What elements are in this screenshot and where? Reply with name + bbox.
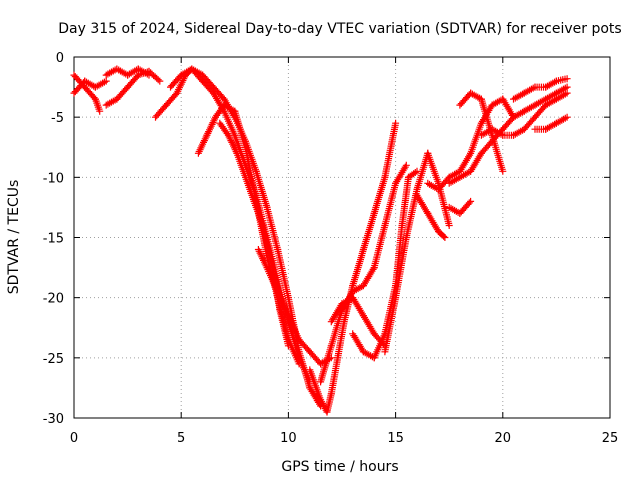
data-point [203, 113, 219, 139]
axis-ticks: 0 5 10 15 20 25 0 -5 -10 -15 -20 -25 -30 [43, 51, 619, 446]
data-point [381, 294, 400, 356]
chart-title: Day 315 of 2024, Sidereal Day-to-day VTE… [58, 21, 621, 37]
series-arc-22 [477, 89, 571, 139]
series-arc-19 [445, 197, 475, 217]
data-point [381, 179, 400, 229]
data-point [113, 65, 132, 79]
data-point [435, 228, 449, 241]
series-arc-17 [424, 95, 517, 193]
data-point [173, 71, 189, 97]
data-point [424, 149, 442, 187]
data-point [276, 306, 292, 350]
data-point [467, 119, 485, 157]
series-arc-23 [531, 113, 571, 133]
series-arc-10 [254, 246, 335, 368]
data-point [413, 191, 432, 217]
data-point [250, 197, 267, 229]
data-point [274, 246, 292, 302]
series-arc-7 [188, 65, 314, 386]
grid [74, 57, 610, 418]
data-point [370, 222, 389, 272]
series-arc-21 [510, 75, 571, 103]
data-point [552, 83, 571, 97]
data-series [70, 65, 571, 416]
x-tick-label: 0 [70, 431, 78, 446]
data-point [359, 264, 378, 290]
data-point [306, 366, 325, 404]
data-point [224, 131, 241, 157]
series-arc-4 [102, 65, 153, 79]
series-arc-3 [102, 67, 164, 109]
data-point [349, 246, 367, 290]
y-tick-label: -10 [43, 171, 64, 186]
data-point [231, 131, 249, 169]
data-point [552, 75, 571, 85]
data-point [370, 330, 389, 362]
data-point [456, 197, 475, 217]
data-point [359, 209, 378, 253]
data-point [102, 65, 121, 79]
data-point [349, 330, 367, 356]
x-tick-label: 20 [495, 431, 512, 446]
series-arc-2 [70, 77, 110, 97]
data-point [398, 173, 412, 229]
data-point [233, 149, 249, 181]
x-tick-label: 5 [177, 431, 185, 446]
series-arc-15 [381, 149, 453, 356]
y-tick-label: -5 [51, 111, 64, 126]
data-point [405, 167, 421, 181]
data-point [231, 107, 249, 151]
data-point [392, 234, 410, 302]
series-arc-1 [70, 71, 104, 115]
data-point [488, 131, 507, 175]
data-point [306, 384, 325, 410]
data-point [467, 149, 485, 175]
data-point [134, 65, 153, 79]
data-point [220, 107, 239, 139]
y-tick-label: -15 [43, 232, 64, 247]
y-tick-label: -30 [43, 412, 64, 427]
data-point [381, 119, 400, 181]
data-point [392, 161, 410, 187]
y-tick-label: 0 [56, 51, 64, 66]
data-point [392, 222, 406, 290]
series-arc-11 [306, 119, 400, 416]
data-point [145, 67, 164, 85]
data-point [263, 203, 282, 253]
data-point [327, 306, 346, 350]
data-point [349, 294, 367, 320]
data-point [424, 209, 442, 235]
data-point [263, 234, 282, 284]
series-arc-16 [413, 191, 449, 241]
x-tick-label: 15 [387, 431, 404, 446]
data-point [194, 131, 211, 157]
y-axis-label: SDTVAR / TECUs [6, 180, 22, 295]
data-point [242, 173, 258, 205]
data-point [91, 77, 110, 91]
data-point [552, 113, 571, 127]
series-arc-9 [216, 119, 292, 350]
data-point [370, 173, 389, 217]
data-point [402, 185, 421, 241]
data-point [359, 312, 378, 338]
data-point [317, 342, 335, 386]
data-point [263, 264, 282, 296]
x-tick-label: 25 [602, 431, 619, 446]
data-point [252, 167, 271, 211]
data-point [284, 312, 303, 344]
series-arc-12 [317, 161, 410, 386]
data-point [456, 89, 475, 109]
data-point [91, 95, 104, 115]
y-tick-label: -20 [43, 292, 64, 307]
x-axis-label: GPS time / hours [281, 459, 398, 475]
data-point [254, 246, 271, 272]
y-tick-label: -25 [43, 352, 64, 367]
data-point [552, 89, 571, 103]
data-point [456, 149, 475, 175]
x-tick-label: 10 [280, 431, 297, 446]
data-point [327, 300, 346, 326]
data-point [274, 288, 292, 320]
